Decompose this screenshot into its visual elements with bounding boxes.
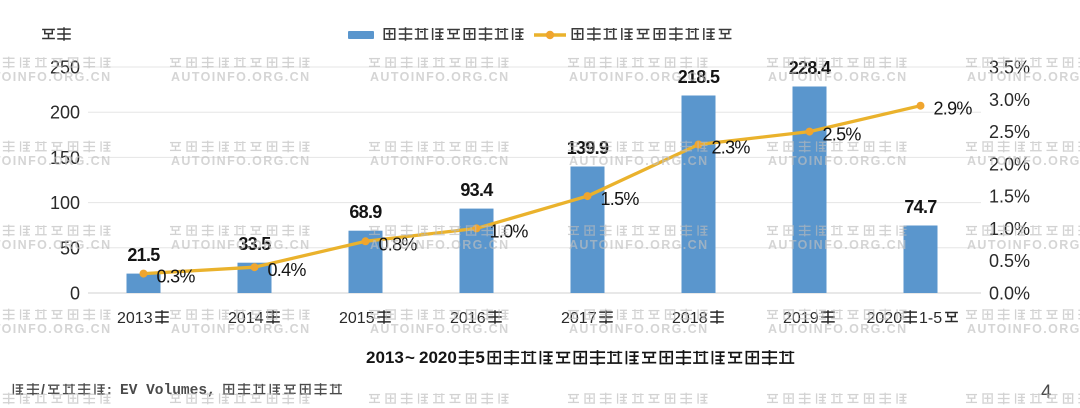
svg-text:33.5: 33.5 — [238, 234, 271, 254]
svg-text::: : — [107, 381, 112, 397]
svg-text:2.3%: 2.3% — [712, 138, 751, 158]
svg-text:AUTOINFO.ORG.CN: AUTOINFO.ORG.CN — [171, 154, 311, 168]
svg-text:0.8%: 0.8% — [379, 234, 418, 254]
svg-text:AUTOINFO.ORG.CN: AUTOINFO.ORG.CN — [967, 406, 1080, 408]
svg-text:2.5%: 2.5% — [823, 125, 862, 145]
svg-text:1.0%: 1.0% — [989, 219, 1030, 239]
svg-text:AUTOINFO.ORG.CN: AUTOINFO.ORG.CN — [0, 406, 112, 408]
svg-text:2013: 2013 — [117, 310, 153, 327]
svg-text:~: ~ — [405, 348, 415, 367]
svg-text:AUTOINFO.ORG.CN: AUTOINFO.ORG.CN — [569, 154, 709, 168]
svg-text:AUTOINFO.ORG.CN: AUTOINFO.ORG.CN — [768, 70, 908, 84]
svg-text:1.5%: 1.5% — [989, 187, 1030, 207]
svg-text:2.5%: 2.5% — [989, 122, 1030, 142]
svg-text:AUTOINFO.ORG.CN: AUTOINFO.ORG.CN — [569, 70, 709, 84]
svg-text:EV Volumes,: EV Volumes, — [120, 383, 216, 399]
svg-text:2.9%: 2.9% — [934, 99, 973, 119]
svg-text:AUTOINFO.ORG.CN: AUTOINFO.ORG.CN — [370, 154, 510, 168]
svg-text:AUTOINFO.ORG.CN: AUTOINFO.ORG.CN — [967, 70, 1080, 84]
svg-text:AUTOINFO.ORG.CN: AUTOINFO.ORG.CN — [967, 322, 1080, 336]
svg-text:AUTOINFO.ORG.CN: AUTOINFO.ORG.CN — [967, 154, 1080, 168]
svg-text:AUTOINFO.ORG.CN: AUTOINFO.ORG.CN — [768, 154, 908, 168]
svg-text:AUTOINFO.ORG.CN: AUTOINFO.ORG.CN — [569, 406, 709, 408]
svg-text:0.0%: 0.0% — [989, 284, 1030, 304]
svg-text:AUTOINFO.ORG.CN: AUTOINFO.ORG.CN — [370, 406, 510, 408]
svg-text:AUTOINFO.ORG.CN: AUTOINFO.ORG.CN — [370, 70, 510, 84]
svg-text:AUTOINFO.ORG.CN: AUTOINFO.ORG.CN — [0, 70, 112, 84]
svg-text:100: 100 — [50, 193, 80, 213]
svg-text:AUTOINFO.ORG.CN: AUTOINFO.ORG.CN — [171, 70, 311, 84]
svg-text:AUTOINFO.ORG.CN: AUTOINFO.ORG.CN — [171, 406, 311, 408]
svg-text:AUTOINFO.ORG.CN: AUTOINFO.ORG.CN — [768, 322, 908, 336]
svg-text:AUTOINFO.ORG.CN: AUTOINFO.ORG.CN — [171, 322, 311, 336]
svg-text:AUTOINFO.ORG.CN: AUTOINFO.ORG.CN — [569, 322, 709, 336]
svg-text:4: 4 — [1041, 382, 1052, 403]
svg-text:0.3%: 0.3% — [157, 267, 196, 287]
svg-text:68.9: 68.9 — [349, 202, 382, 222]
svg-text:1-5: 1-5 — [919, 310, 942, 327]
svg-text:0: 0 — [70, 284, 80, 304]
svg-text:AUTOINFO.ORG.CN: AUTOINFO.ORG.CN — [370, 322, 510, 336]
svg-text:5: 5 — [475, 348, 484, 367]
svg-text:0.5%: 0.5% — [989, 251, 1030, 271]
svg-text:AUTOINFO.ORG.CN: AUTOINFO.ORG.CN — [0, 154, 112, 168]
svg-text:AUTOINFO.ORG.CN: AUTOINFO.ORG.CN — [768, 238, 908, 252]
svg-text:3.0%: 3.0% — [989, 90, 1030, 110]
svg-text:/: / — [41, 381, 45, 397]
svg-text:2.0%: 2.0% — [989, 154, 1030, 174]
svg-text:74.7: 74.7 — [904, 197, 937, 217]
svg-text:AUTOINFO.ORG.CN: AUTOINFO.ORG.CN — [768, 406, 908, 408]
svg-text:AUTOINFO.ORG.CN: AUTOINFO.ORG.CN — [171, 238, 311, 252]
svg-text:218.5: 218.5 — [678, 67, 720, 87]
svg-text:2013: 2013 — [366, 348, 404, 367]
svg-text:AUTOINFO.ORG.CN: AUTOINFO.ORG.CN — [569, 238, 709, 252]
svg-text:2015: 2015 — [339, 310, 375, 327]
svg-text:50: 50 — [60, 238, 80, 258]
svg-text:2020: 2020 — [419, 348, 457, 367]
svg-text:0.4%: 0.4% — [268, 260, 307, 280]
svg-text:150: 150 — [50, 148, 80, 168]
svg-text:200: 200 — [50, 103, 80, 123]
svg-text:AUTOINFO.ORG.CN: AUTOINFO.ORG.CN — [967, 238, 1080, 252]
svg-text:AUTOINFO.ORG.CN: AUTOINFO.ORG.CN — [0, 238, 112, 252]
svg-text:93.4: 93.4 — [460, 180, 493, 200]
svg-text:1.5%: 1.5% — [601, 189, 640, 209]
svg-text:AUTOINFO.ORG.CN: AUTOINFO.ORG.CN — [370, 238, 510, 252]
svg-text:21.5: 21.5 — [127, 245, 160, 265]
svg-text:AUTOINFO.ORG.CN: AUTOINFO.ORG.CN — [0, 322, 112, 336]
